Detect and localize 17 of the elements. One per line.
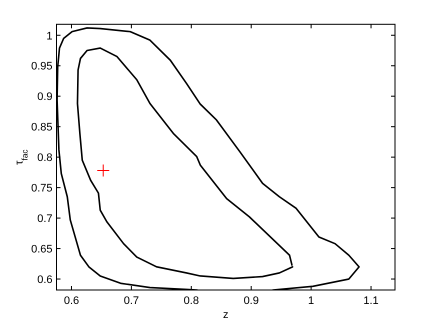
y-tick-label: 0.75 <box>31 182 52 195</box>
x-tick-label: 0.8 <box>184 295 199 307</box>
x-axis-title: z <box>223 309 228 321</box>
y-tick-label: 0.65 <box>31 244 52 256</box>
x-tick-label: 0.7 <box>124 295 140 307</box>
y-tick-label: 0.7 <box>37 213 52 226</box>
y-tick-label: 0.85 <box>31 122 52 134</box>
y-tick-label: 0.6 <box>37 274 52 286</box>
line-series <box>76 47 294 280</box>
x-tick-label: 0.6 <box>64 295 80 307</box>
y-tick-label: 0.8 <box>37 152 52 164</box>
x-tick-label: 1.1 <box>363 295 379 307</box>
y-tick-label: 0.9 <box>37 91 52 104</box>
x-tick-label: 1 <box>308 295 314 307</box>
x-tick-label: 0.9 <box>244 295 259 307</box>
y-tick-label: 0.95 <box>31 60 52 73</box>
y-tick-label: 1 <box>46 30 52 42</box>
